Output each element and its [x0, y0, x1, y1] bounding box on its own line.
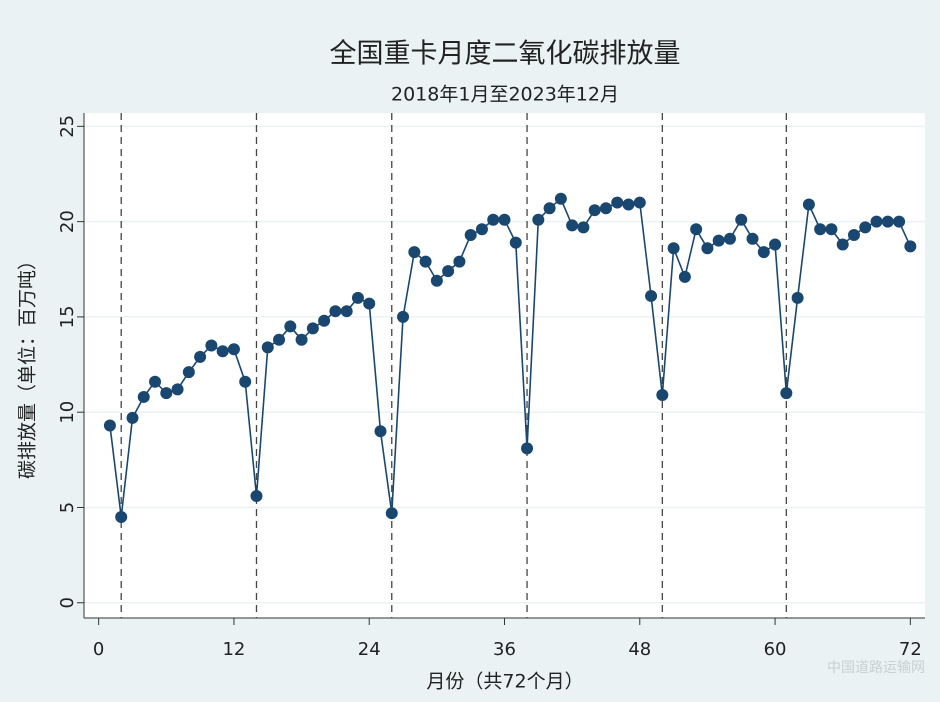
data-point: [103, 419, 116, 432]
data-point: [577, 221, 590, 234]
data-point: [498, 213, 511, 226]
data-point: [521, 442, 534, 455]
data-point: [329, 305, 342, 318]
y-tick-label: 25: [57, 115, 78, 138]
data-point: [442, 265, 455, 278]
data-point: [769, 238, 782, 251]
data-point: [430, 274, 443, 287]
data-point: [295, 333, 308, 346]
data-point: [881, 215, 894, 228]
data-point: [701, 242, 714, 255]
data-point: [735, 213, 748, 226]
data-point: [318, 314, 331, 327]
data-point: [814, 223, 827, 236]
x-tick-label: 48: [628, 639, 651, 660]
data-point: [475, 223, 488, 236]
data-point: [453, 255, 466, 268]
data-point: [611, 196, 624, 209]
data-point: [836, 238, 849, 251]
x-axis-label: 月份（共72个月）: [426, 671, 583, 693]
data-point: [712, 234, 725, 247]
data-point: [645, 289, 658, 302]
data-point: [261, 341, 274, 354]
data-point: [780, 387, 793, 400]
data-point: [509, 236, 522, 249]
y-axis-label: 碳排放量（单位：百万吨）: [17, 251, 39, 479]
data-point: [678, 270, 691, 283]
data-point: [408, 246, 421, 259]
plot-area: [84, 113, 925, 618]
chart-subtitle: 2018年1月至2023年12月: [391, 84, 619, 106]
data-point: [340, 305, 353, 318]
data-point: [825, 223, 838, 236]
data-point: [847, 228, 860, 241]
y-tick-label: 15: [57, 305, 78, 328]
data-point: [656, 389, 669, 402]
data-point: [690, 223, 703, 236]
data-point: [464, 228, 477, 241]
data-point: [149, 375, 162, 388]
data-point: [757, 246, 770, 259]
y-tick-label: 0: [57, 597, 78, 608]
data-point: [284, 320, 297, 333]
data-point: [374, 425, 387, 438]
data-point: [487, 213, 500, 226]
data-point: [543, 202, 556, 215]
data-point: [419, 255, 432, 268]
y-tick-label: 5: [57, 502, 78, 513]
data-point: [893, 215, 906, 228]
data-point: [566, 219, 579, 232]
data-point: [870, 215, 883, 228]
y-tick-label: 20: [57, 210, 78, 233]
data-point: [532, 213, 545, 226]
data-point: [633, 196, 646, 209]
data-point: [137, 390, 150, 403]
y-tick-label: 10: [57, 401, 78, 424]
x-tick-label: 72: [899, 639, 922, 660]
x-tick-label: 36: [493, 639, 516, 660]
x-tick-label: 12: [222, 639, 245, 660]
data-point: [554, 192, 567, 205]
data-point: [397, 310, 410, 323]
x-tick-label: 24: [358, 639, 381, 660]
data-point: [802, 198, 815, 211]
data-point: [205, 339, 218, 352]
data-point: [791, 291, 804, 304]
data-point: [182, 366, 195, 379]
data-point: [115, 511, 128, 523]
data-point: [723, 232, 736, 245]
data-point: [667, 242, 680, 255]
data-point: [171, 383, 184, 396]
data-point: [306, 322, 319, 335]
data-point: [351, 291, 364, 304]
data-point: [746, 232, 759, 245]
data-point: [194, 350, 207, 363]
data-point: [363, 297, 376, 310]
data-point: [227, 343, 240, 356]
data-point: [126, 411, 139, 424]
data-point: [216, 345, 229, 358]
data-point: [904, 240, 917, 253]
data-point: [160, 387, 173, 400]
data-point: [239, 375, 252, 388]
data-point: [622, 198, 635, 211]
x-tick-label: 0: [93, 639, 104, 660]
data-point: [273, 333, 286, 346]
watermark: 中国道路运输网: [827, 660, 925, 676]
data-point: [859, 221, 872, 234]
data-point: [588, 204, 601, 217]
chart-title: 全国重卡月度二氧化碳排放量: [330, 39, 681, 70]
data-point: [599, 202, 612, 215]
data-point: [385, 507, 398, 520]
data-point: [250, 490, 263, 503]
x-tick-label: 60: [764, 639, 787, 660]
